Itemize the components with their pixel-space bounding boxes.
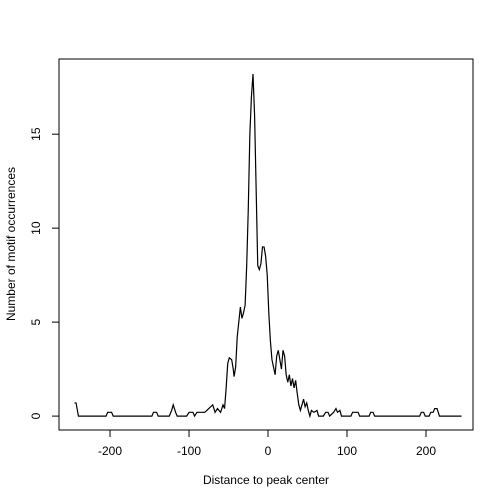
- x-tick-label: 200: [416, 444, 436, 458]
- x-tick-label: 0: [265, 444, 272, 458]
- plot-frame: [58, 58, 474, 431]
- y-tick-label: 0: [29, 412, 43, 419]
- y-tick-label: 10: [29, 221, 43, 235]
- x-tick-label: -200: [98, 444, 122, 458]
- y-tick-label: 5: [29, 318, 43, 325]
- x-axis-label: Distance to peak center: [203, 473, 329, 487]
- x-tick-label: -100: [177, 444, 201, 458]
- y-axis-label: Number of motif occurrences: [4, 167, 18, 321]
- data-line: [74, 73, 462, 419]
- y-tick-label: 15: [29, 127, 43, 141]
- x-tick-label: 100: [337, 444, 357, 458]
